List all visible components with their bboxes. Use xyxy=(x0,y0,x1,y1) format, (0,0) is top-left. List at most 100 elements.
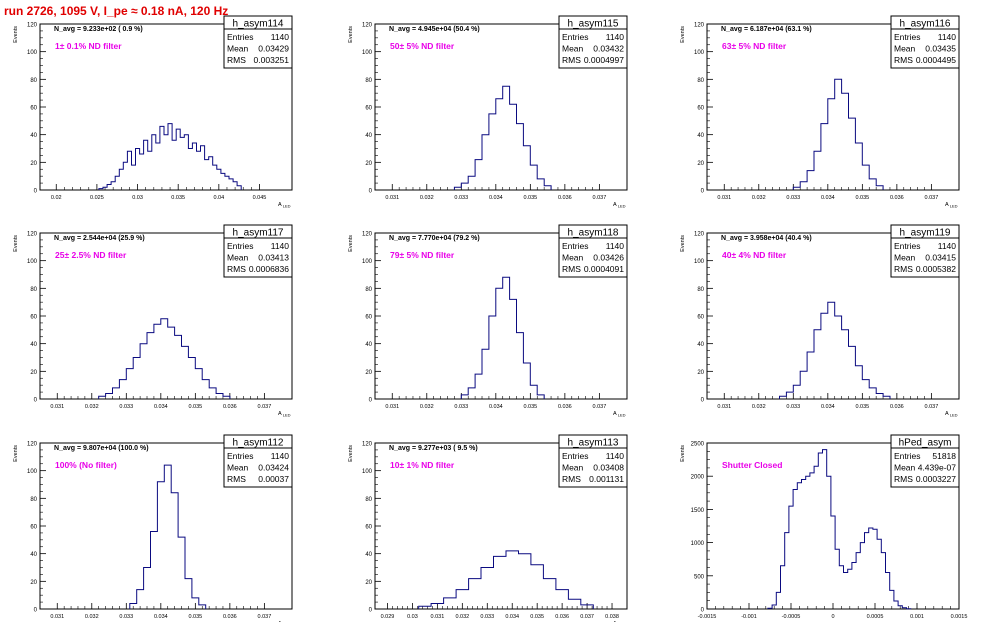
filter-label: 10± 1% ND filter xyxy=(390,460,455,470)
y-axis-label: Events xyxy=(680,445,686,462)
stats-key: Mean xyxy=(562,44,584,54)
y-tick-label: 120 xyxy=(27,23,38,29)
stats-key: RMS xyxy=(227,264,246,274)
stats-value: 1140 xyxy=(271,32,290,42)
y-tick-label: 40 xyxy=(30,552,37,558)
x-tick-label: 0.037 xyxy=(925,404,939,410)
stats-key: Mean xyxy=(894,463,916,473)
stats-box xyxy=(890,224,960,278)
x-tick-label: 0 xyxy=(831,614,834,620)
y-tick-label: 120 xyxy=(694,23,705,29)
stats-box xyxy=(558,15,628,69)
y-tick-label: 120 xyxy=(362,442,373,448)
stats-value: 0.03408 xyxy=(593,463,624,473)
y-tick-label: 40 xyxy=(697,133,704,139)
y-tick-label: 120 xyxy=(362,23,373,29)
stats-value: 0.03415 xyxy=(925,253,956,263)
x-tick-label: 0.033 xyxy=(454,404,468,410)
stats-key: Mean xyxy=(227,253,249,263)
stats-value: 0.0004997 xyxy=(584,55,624,65)
y-tick-label: 120 xyxy=(27,232,38,238)
y-tick-label: 2500 xyxy=(691,442,705,448)
y-tick-label: 20 xyxy=(30,161,37,167)
y-tick-label: 0 xyxy=(369,398,373,404)
y-tick-label: 20 xyxy=(30,370,37,376)
y-tick-label: 100 xyxy=(27,259,38,265)
y-tick-label: 1500 xyxy=(691,508,705,514)
stats-key: Mean xyxy=(562,253,584,263)
y-axis-label: Events xyxy=(348,26,354,43)
x-tick-label: 0.033 xyxy=(454,195,468,201)
stats-value: 0.03435 xyxy=(925,44,956,54)
filter-label: 79± 5% ND filter xyxy=(390,250,455,260)
x-tick-label: 0.032 xyxy=(752,404,766,410)
x-tick-label: 0.0015 xyxy=(951,614,968,620)
x-tick-label: 0.034 xyxy=(821,404,835,410)
y-tick-label: 80 xyxy=(30,78,37,84)
y-tick-label: 0 xyxy=(369,189,373,195)
x-tick-label: 0.04 xyxy=(213,195,224,201)
stats-box xyxy=(890,15,960,69)
x-tick-label: 0.032 xyxy=(85,404,99,410)
x-tick-label: 0.02 xyxy=(51,195,62,201)
x-tick-label: 0.036 xyxy=(890,195,904,201)
y-tick-label: 80 xyxy=(30,287,37,293)
y-tick-label: 80 xyxy=(365,497,372,503)
histogram-line xyxy=(129,464,207,609)
filter-label: Shutter Closed xyxy=(722,460,782,470)
stats-box xyxy=(223,224,293,278)
y-tick-label: 20 xyxy=(365,580,372,586)
x-tick-label: 0.025 xyxy=(90,195,104,201)
x-tick-label: 0.032 xyxy=(752,195,766,201)
y-tick-label: 0 xyxy=(701,608,705,614)
y-tick-label: 60 xyxy=(30,315,37,321)
x-tick-label: 0.033 xyxy=(119,404,133,410)
x-tick-label: 0.037 xyxy=(580,614,594,620)
y-tick-label: 100 xyxy=(362,50,373,56)
x-tick-label: 0.034 xyxy=(489,195,503,201)
x-tick-label: 0.036 xyxy=(555,614,569,620)
x-tick-label: 0.034 xyxy=(489,404,503,410)
stats-value: 0.0004091 xyxy=(584,264,624,274)
navg-label: N_avg = 7.770e+04 (79.2 %) xyxy=(389,235,480,242)
histogram-panel-hPed_asym: 0 500 1000 1500 2000 2500 -0.0015 -0.001 -0.0005… xyxy=(680,434,968,620)
stats-value: 0.001131 xyxy=(589,474,624,484)
y-tick-label: 20 xyxy=(697,161,704,167)
y-tick-label: 2000 xyxy=(691,475,705,481)
histogram-panel-h_asym115: 0 20 40 60 80 100 120 0.031 0.032 0.033 0.034 0.035… xyxy=(348,15,628,209)
x-axis-label: A LED xyxy=(278,411,291,418)
histogram-panel-h_asym117: 0 20 40 60 80 100 120 0.031 0.032 0.033 0.034 0.035… xyxy=(13,224,293,418)
stats-key: Entries xyxy=(894,32,920,42)
filter-label: 1± 0.1% ND filter xyxy=(55,41,122,51)
stats-key: Entries xyxy=(227,241,253,251)
filter-label: 25± 2.5% ND filter xyxy=(55,250,127,260)
x-tick-label: 0.037 xyxy=(925,195,939,201)
y-tick-label: 0 xyxy=(701,189,705,195)
stats-key: RMS xyxy=(227,474,246,484)
navg-label: N_avg = 9.277e+03 ( 9.5 %) xyxy=(389,445,478,452)
x-tick-label: 0.029 xyxy=(381,614,395,620)
stats-value: 0.03424 xyxy=(258,463,289,473)
x-tick-label: 0.035 xyxy=(530,614,544,620)
x-axis-label: A LED xyxy=(613,202,626,209)
stats-box xyxy=(223,434,293,488)
y-tick-label: 60 xyxy=(365,525,372,531)
x-tick-label: 0.031 xyxy=(385,195,399,201)
filter-label: 100% (No filter) xyxy=(55,460,117,470)
histogram-line xyxy=(792,78,884,190)
stats-value: 4.439e-07 xyxy=(918,463,957,473)
stats-title: h_asym119 xyxy=(900,228,951,239)
y-tick-label: 40 xyxy=(697,342,704,348)
y-tick-label: 60 xyxy=(697,315,704,321)
y-axis-label: Events xyxy=(680,26,686,43)
stats-value: 1140 xyxy=(271,451,290,461)
x-tick-label: 0.034 xyxy=(505,614,519,620)
histogram-panel-h_asym116: 0 20 40 60 80 100 120 0.031 0.032 0.033 0.034 0.035… xyxy=(680,15,960,209)
navg-label: N_avg = 9.807e+04 (100.0 %) xyxy=(54,445,149,452)
y-tick-label: 120 xyxy=(694,232,705,238)
x-axis-label: A LED xyxy=(278,202,291,209)
y-axis-label: Events xyxy=(13,235,19,252)
x-tick-label: 0.035 xyxy=(188,614,202,620)
x-tick-label: 0.036 xyxy=(890,404,904,410)
